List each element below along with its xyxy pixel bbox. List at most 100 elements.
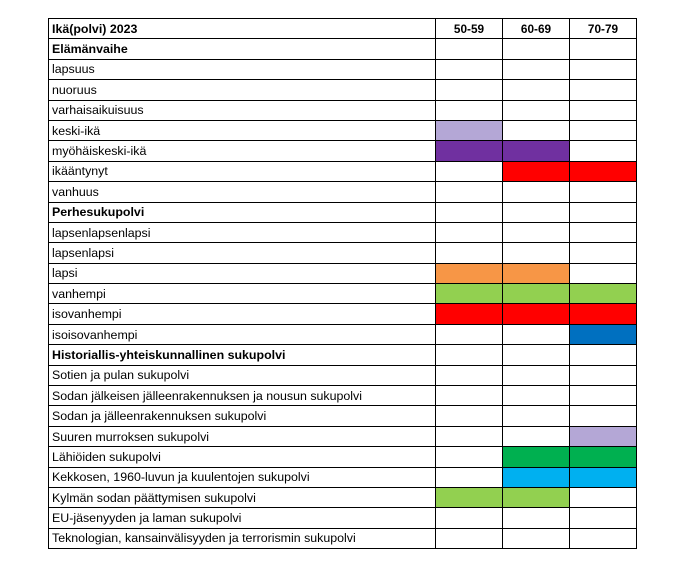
empty-cell	[569, 79, 637, 101]
table-row: lapsenlapsi	[48, 242, 637, 264]
table-row: EU-jäsenyyden ja laman sukupolvi	[48, 507, 637, 529]
colored-cell	[502, 262, 570, 285]
empty-cell	[435, 385, 503, 407]
table-row: Kylmän sodan päättymisen sukupolvi	[48, 486, 637, 509]
table-row: vanhempi	[48, 283, 637, 305]
row-label: Teknologian, kansainvälisyyden ja terror…	[48, 527, 436, 550]
empty-cell	[435, 344, 503, 366]
empty-cell	[502, 119, 570, 142]
row-label: vanhempi	[48, 283, 436, 305]
table-body: Ikä(polvi) 2023 50-59 60-69 70-79 Elämän…	[48, 17, 637, 550]
row-label: EU-jäsenyyden ja laman sukupolvi	[48, 507, 436, 529]
empty-cell	[435, 405, 503, 427]
colored-cell	[435, 140, 503, 162]
table-row: lapsuus	[48, 58, 637, 81]
row-label: lapsenlapsi	[48, 242, 436, 264]
colored-cell	[435, 303, 503, 325]
empty-cell	[435, 242, 503, 264]
colored-cell	[435, 262, 503, 285]
generation-table: Ikä(polvi) 2023 50-59 60-69 70-79 Elämän…	[48, 17, 637, 550]
empty-cell	[569, 181, 637, 203]
table-row: myöhäiskeski-ikä	[48, 140, 637, 162]
table-row: isovanhempi	[48, 303, 637, 325]
colored-cell	[435, 119, 503, 142]
row-label: nuoruus	[48, 79, 436, 101]
header-row: Ikä(polvi) 2023 50-59 60-69 70-79	[48, 17, 637, 40]
table-row: Kekkosen, 1960-luvun ja kuulentojen suku…	[48, 466, 637, 488]
table-row: Sodan jälkeisen jälleenrakennuksen ja no…	[48, 385, 637, 407]
table-row: Lähiöiden sukupolvi	[48, 446, 637, 468]
empty-cell	[502, 323, 570, 346]
table-row: varhaisaikuisuus	[48, 99, 637, 121]
empty-cell	[435, 58, 503, 81]
row-label: Sodan jälkeisen jälleenrakennuksen ja no…	[48, 385, 436, 407]
row-label: isovanhempi	[48, 303, 436, 325]
empty-cell	[569, 38, 637, 60]
section-heading: Historiallis-yhteiskunnallinen sukupolvi	[48, 344, 436, 366]
colored-cell	[502, 446, 570, 468]
empty-cell	[502, 201, 570, 223]
empty-cell	[435, 446, 503, 468]
empty-cell	[569, 201, 637, 223]
row-label: varhaisaikuisuus	[48, 99, 436, 121]
table-row: Sotien ja pulan sukupolvi	[48, 364, 637, 387]
column-header-50-59: 50-59	[435, 17, 503, 40]
empty-cell	[502, 181, 570, 203]
row-label: Suuren murroksen sukupolvi	[48, 425, 436, 448]
row-label: Kylmän sodan päättymisen sukupolvi	[48, 486, 436, 509]
empty-cell	[502, 242, 570, 264]
section-heading: Perhesukupolvi	[48, 201, 436, 223]
empty-cell	[435, 181, 503, 203]
colored-cell	[435, 486, 503, 509]
section-row: Elämänvaihe	[48, 38, 637, 60]
row-label: Sodan ja jälleenrakennuksen sukupolvi	[48, 405, 436, 427]
row-label: Kekkosen, 1960-luvun ja kuulentojen suku…	[48, 466, 436, 488]
row-label: keski-ikä	[48, 119, 436, 142]
table-title: Ikä(polvi) 2023	[48, 17, 436, 40]
section-row: Perhesukupolvi	[48, 201, 637, 223]
empty-cell	[435, 507, 503, 529]
empty-cell	[435, 527, 503, 550]
section-row: Historiallis-yhteiskunnallinen sukupolvi	[48, 344, 637, 366]
colored-cell	[569, 160, 637, 183]
colored-cell	[502, 160, 570, 183]
colored-cell	[569, 446, 637, 468]
table-row: vanhuus	[48, 181, 637, 203]
row-label: lapsi	[48, 262, 436, 285]
colored-cell	[502, 466, 570, 488]
empty-cell	[569, 140, 637, 162]
table-row: ikääntynyt	[48, 160, 637, 183]
empty-cell	[435, 79, 503, 101]
empty-cell	[435, 425, 503, 448]
empty-cell	[502, 527, 570, 550]
table-row: nuoruus	[48, 79, 637, 101]
empty-cell	[435, 38, 503, 60]
empty-cell	[502, 79, 570, 101]
empty-cell	[435, 160, 503, 183]
colored-cell	[569, 466, 637, 488]
section-heading: Elämänvaihe	[48, 38, 436, 60]
colored-cell	[502, 486, 570, 509]
row-label: Sotien ja pulan sukupolvi	[48, 364, 436, 387]
empty-cell	[435, 201, 503, 223]
empty-cell	[435, 364, 503, 387]
empty-cell	[435, 466, 503, 488]
empty-cell	[502, 385, 570, 407]
colored-cell	[502, 303, 570, 325]
colored-cell	[569, 323, 637, 346]
column-header-70-79: 70-79	[569, 17, 637, 40]
colored-cell	[569, 425, 637, 448]
empty-cell	[502, 344, 570, 366]
colored-cell	[569, 283, 637, 305]
empty-cell	[569, 344, 637, 366]
empty-cell	[502, 364, 570, 387]
empty-cell	[569, 221, 637, 244]
colored-cell	[435, 283, 503, 305]
row-label: Lähiöiden sukupolvi	[48, 446, 436, 468]
empty-cell	[569, 527, 637, 550]
empty-cell	[502, 221, 570, 244]
colored-cell	[502, 140, 570, 162]
column-header-60-69: 60-69	[502, 17, 570, 40]
empty-cell	[569, 242, 637, 264]
empty-cell	[502, 425, 570, 448]
